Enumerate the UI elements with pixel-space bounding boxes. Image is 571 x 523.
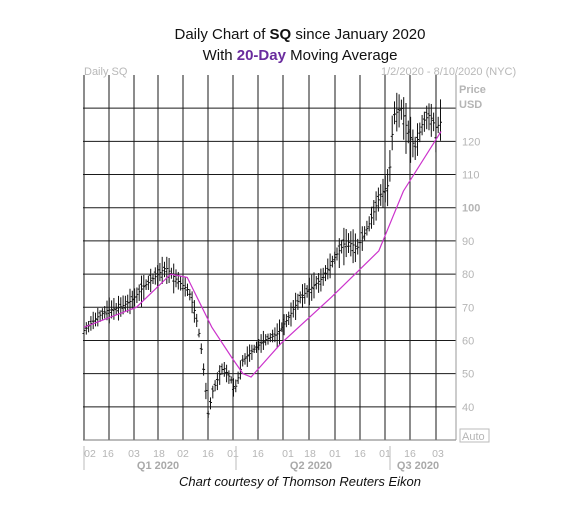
x-tick-label: 01 bbox=[227, 448, 239, 460]
series-label: Daily SQ bbox=[84, 66, 128, 78]
quarter-label: Q3 2020 bbox=[397, 460, 439, 472]
x-tick-label: 16 bbox=[404, 448, 416, 460]
x-tick-label: 18 bbox=[304, 448, 316, 460]
x-tick-label: 03 bbox=[432, 448, 444, 460]
y-tick-label: 80 bbox=[462, 269, 474, 281]
chart-title: Daily Chart of SQ since January 2020 bbox=[0, 26, 571, 43]
x-tick-label: 18 bbox=[153, 448, 165, 460]
y-tick-label: 120 bbox=[462, 136, 480, 148]
auto-scale-label: Auto bbox=[462, 431, 485, 443]
y-tick-label: 50 bbox=[462, 369, 474, 381]
title-prefix: Daily Chart of bbox=[174, 26, 270, 43]
x-tick-label: 03 bbox=[128, 448, 140, 460]
price-bars bbox=[82, 92, 442, 418]
y-tick-label: 110 bbox=[462, 170, 480, 182]
x-tick-label: 16 bbox=[252, 448, 264, 460]
x-tick-label: 01 bbox=[329, 448, 341, 460]
x-tick-label: 01 bbox=[379, 448, 391, 460]
y-tick-label: 60 bbox=[462, 335, 474, 347]
title-suffix: since January 2020 bbox=[291, 26, 426, 43]
y-axis-title: Price bbox=[459, 84, 486, 96]
x-tick-label: 01 bbox=[282, 448, 294, 460]
moving-average-line bbox=[83, 131, 442, 378]
subtitle-prefix: With bbox=[202, 47, 237, 64]
date-range: 1/2/2020 - 8/10/2020 (NYC) bbox=[381, 66, 517, 78]
x-tick-label: 16 bbox=[202, 448, 214, 460]
subtitle-ma: 20-Day bbox=[236, 47, 286, 64]
y-tick-label: 90 bbox=[462, 236, 474, 248]
subtitle-suffix: Moving Average bbox=[285, 47, 398, 64]
chart-credit: Chart courtesy of Thomson Reuters Eikon bbox=[178, 474, 422, 489]
y-tick-label: 100 bbox=[462, 203, 480, 215]
x-tick-label: 02 bbox=[177, 448, 189, 460]
x-tick-label: 16 bbox=[102, 448, 114, 460]
chart-subtitle: With 20-Day Moving Average bbox=[0, 47, 571, 64]
y-axis-title: USD bbox=[459, 99, 482, 111]
quarter-label: Q1 2020 bbox=[137, 460, 179, 472]
auto-scale-button bbox=[459, 428, 490, 443]
quarter-label: Q2 2020 bbox=[290, 460, 332, 472]
y-tick-label: 40 bbox=[462, 402, 474, 414]
x-tick-label: 16 bbox=[354, 448, 366, 460]
title-ticker: SQ bbox=[269, 26, 292, 43]
y-tick-label: 70 bbox=[462, 302, 474, 314]
x-tick-label: 02 bbox=[84, 448, 96, 460]
